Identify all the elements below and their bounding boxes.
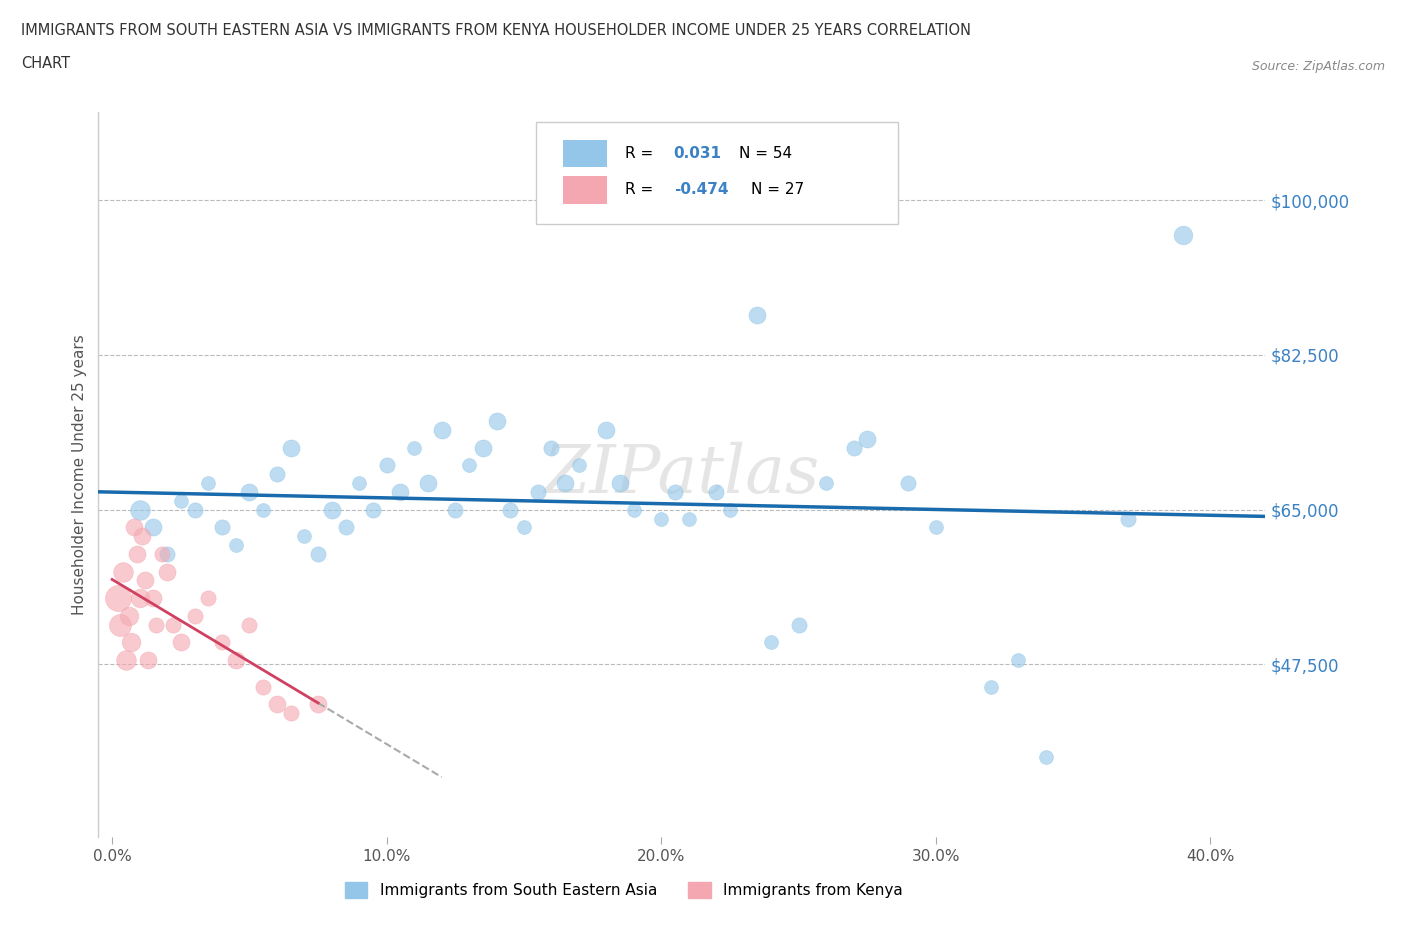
Point (718, 502, 741, 517)
Point (292, 529, 315, 544)
Point (120, 635, 142, 650)
Point (122, 520, 145, 535)
Point (568, 458, 591, 472)
Point (404, 440, 426, 455)
Point (513, 520, 536, 535)
Text: -0.474: -0.474 (673, 182, 728, 197)
Point (925, 520, 948, 535)
Point (980, 679, 1002, 694)
Point (759, 635, 782, 650)
Point (307, 547, 329, 562)
Point (335, 520, 357, 535)
Point (664, 485, 686, 499)
Point (554, 476, 576, 491)
Point (280, 706, 302, 721)
Point (389, 485, 412, 499)
Point (266, 467, 288, 482)
Point (134, 573, 156, 588)
Point (183, 502, 205, 517)
Point (499, 502, 522, 517)
Point (595, 422, 617, 437)
Point (156, 547, 179, 562)
Point (650, 512, 672, 526)
Point (211, 635, 233, 650)
Point (225, 653, 247, 668)
Text: ZIPatlas: ZIPatlas (544, 442, 820, 507)
Point (115, 653, 138, 668)
FancyBboxPatch shape (562, 140, 607, 167)
Point (110, 618, 132, 632)
Point (197, 476, 219, 491)
Point (142, 520, 165, 535)
Point (125, 547, 148, 562)
Point (485, 414, 508, 429)
Text: R =: R = (624, 182, 658, 197)
Point (471, 440, 494, 455)
Point (1116, 512, 1139, 526)
Point (815, 476, 838, 491)
Text: CHART: CHART (21, 56, 70, 71)
Point (747, 308, 769, 323)
Point (897, 476, 920, 491)
Point (1171, 228, 1194, 243)
Point (128, 502, 150, 517)
Point (150, 547, 173, 562)
Point (375, 458, 398, 472)
Point (162, 618, 184, 632)
Y-axis label: Householder Income Under 25 years: Householder Income Under 25 years (72, 334, 87, 615)
Point (1035, 750, 1057, 764)
Point (238, 485, 260, 499)
Point (280, 440, 302, 455)
Point (252, 502, 274, 517)
Point (1007, 653, 1029, 668)
Point (856, 432, 879, 446)
Text: 0.031: 0.031 (673, 146, 721, 161)
Point (183, 608, 205, 623)
Point (416, 476, 439, 491)
Point (145, 618, 167, 632)
FancyBboxPatch shape (536, 123, 898, 224)
Point (526, 485, 548, 499)
Point (444, 502, 467, 517)
Point (117, 608, 139, 623)
Point (609, 476, 631, 491)
Point (225, 538, 247, 552)
Text: N = 27: N = 27 (751, 182, 804, 197)
Text: R =: R = (624, 146, 658, 161)
Point (197, 591, 219, 605)
Point (349, 476, 371, 491)
Legend: Immigrants from South Eastern Asia, Immigrants from Kenya: Immigrants from South Eastern Asia, Immi… (344, 883, 903, 898)
Point (307, 697, 329, 711)
Point (136, 653, 159, 668)
Point (131, 529, 153, 544)
Text: N = 54: N = 54 (740, 146, 792, 161)
Point (842, 440, 865, 455)
Point (112, 565, 135, 579)
Point (704, 485, 727, 499)
Point (238, 618, 260, 632)
Point (361, 502, 384, 517)
Point (266, 697, 288, 711)
Point (430, 422, 453, 437)
Point (211, 520, 233, 535)
Point (170, 635, 193, 650)
Point (128, 591, 150, 605)
Point (252, 679, 274, 694)
Point (678, 512, 700, 526)
Text: Source: ZipAtlas.com: Source: ZipAtlas.com (1251, 60, 1385, 73)
Point (540, 440, 562, 455)
Point (107, 591, 129, 605)
Point (458, 458, 481, 472)
Point (156, 565, 179, 579)
FancyBboxPatch shape (562, 176, 607, 204)
Point (170, 494, 193, 509)
Text: IMMIGRANTS FROM SOUTH EASTERN ASIA VS IMMIGRANTS FROM KENYA HOUSEHOLDER INCOME U: IMMIGRANTS FROM SOUTH EASTERN ASIA VS IM… (21, 23, 972, 38)
Point (787, 618, 810, 632)
Point (623, 502, 645, 517)
Point (142, 591, 165, 605)
Point (321, 502, 343, 517)
